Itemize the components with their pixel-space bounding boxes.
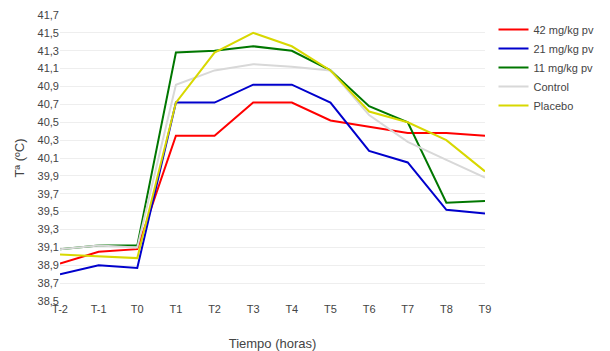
svg-text:11 mg/kg pv: 11 mg/kg pv bbox=[534, 62, 594, 74]
svg-text:T8: T8 bbox=[440, 303, 453, 315]
svg-text:T5: T5 bbox=[324, 303, 337, 315]
svg-text:39,9: 39,9 bbox=[38, 170, 59, 182]
svg-text:40,3: 40,3 bbox=[38, 134, 59, 146]
svg-text:Tiempo (horas): Tiempo (horas) bbox=[229, 336, 317, 351]
svg-text:T2: T2 bbox=[208, 303, 221, 315]
svg-text:Control: Control bbox=[534, 81, 569, 93]
svg-text:T7: T7 bbox=[401, 303, 414, 315]
svg-text:40,1: 40,1 bbox=[38, 152, 59, 164]
svg-text:41,5: 41,5 bbox=[38, 27, 59, 39]
svg-text:T-2: T-2 bbox=[52, 303, 68, 315]
svg-text:38,9: 38,9 bbox=[38, 259, 59, 271]
svg-text:Tª (ºC): Tª (ºC) bbox=[12, 138, 27, 177]
svg-text:T0: T0 bbox=[131, 303, 144, 315]
svg-text:40,5: 40,5 bbox=[38, 116, 59, 128]
svg-text:39,7: 39,7 bbox=[38, 188, 59, 200]
svg-text:21 mg/kg pv: 21 mg/kg pv bbox=[534, 43, 594, 55]
svg-text:42 mg/kg pv: 42 mg/kg pv bbox=[534, 24, 594, 36]
svg-text:39,3: 39,3 bbox=[38, 223, 59, 235]
svg-text:T3: T3 bbox=[247, 303, 260, 315]
svg-text:Placebo: Placebo bbox=[534, 100, 574, 112]
svg-text:T6: T6 bbox=[363, 303, 376, 315]
svg-text:39,1: 39,1 bbox=[38, 241, 59, 253]
svg-text:40,7: 40,7 bbox=[38, 98, 59, 110]
svg-text:T9: T9 bbox=[479, 303, 492, 315]
svg-text:T-1: T-1 bbox=[91, 303, 107, 315]
svg-text:38,7: 38,7 bbox=[38, 277, 59, 289]
svg-text:41,1: 41,1 bbox=[38, 62, 59, 74]
svg-text:T1: T1 bbox=[169, 303, 182, 315]
svg-text:39,5: 39,5 bbox=[38, 205, 59, 217]
svg-text:41,3: 41,3 bbox=[38, 45, 59, 57]
svg-text:T4: T4 bbox=[285, 303, 298, 315]
svg-text:38,5: 38,5 bbox=[38, 295, 59, 307]
svg-text:40,9: 40,9 bbox=[38, 80, 59, 92]
svg-text:41,7: 41,7 bbox=[38, 9, 59, 21]
